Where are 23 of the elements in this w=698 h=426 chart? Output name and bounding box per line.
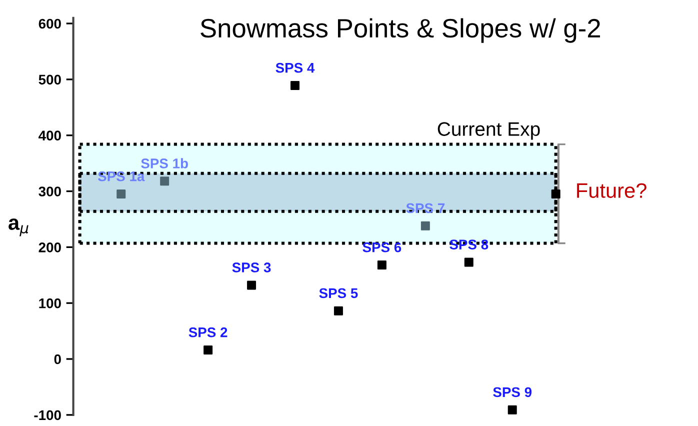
band-label: Current Exp — [438, 122, 540, 140]
x-tick-label: SPS 5 — [319, 288, 358, 298]
y-tick-label: 300 — [38, 186, 61, 196]
x-tick-label: SPS 1b — [141, 158, 188, 168]
band-label: Future? — [577, 183, 646, 198]
x-tick-label: SPS 9 — [493, 387, 532, 398]
x-tick-label: SPS 3 — [232, 262, 271, 272]
x-tick-label: SPS 1a — [98, 171, 145, 182]
x-tick-label: SPS 6 — [362, 242, 402, 252]
x-tick-label: SPS 2 — [188, 327, 228, 338]
x-tick-label: SPS 4 — [276, 62, 315, 73]
y-tick-label: 0 — [54, 354, 61, 364]
y-tick-label: 500 — [38, 74, 61, 85]
y-tick-label: -100 — [34, 410, 61, 420]
y-tick-label: 200 — [38, 242, 61, 252]
y-tick-label: 100 — [39, 298, 61, 308]
y-axis-title: a$_{μ}$ — [8, 218, 28, 236]
chart-title: Snowmass Points & Slopes w/ g-2 — [200, 18, 600, 43]
point — [551, 190, 560, 199]
y-tick-label: 400 — [38, 130, 61, 140]
y-tick-label: 600 — [38, 18, 61, 29]
x-tick-label: SPS 7 — [406, 203, 444, 214]
x-tick-label: SPS 8 — [450, 240, 488, 250]
